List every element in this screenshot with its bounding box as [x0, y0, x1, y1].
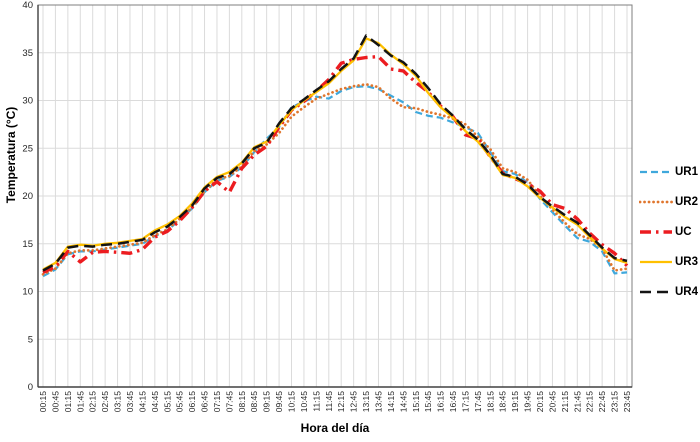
legend-label-ur3: UR3	[675, 256, 699, 268]
x-tick-label: 21:15	[560, 391, 570, 413]
x-tick-label: 22:45	[597, 391, 607, 413]
legend-label-ur4: UR4	[675, 286, 699, 298]
series-line-ur3	[42, 37, 628, 271]
x-tick-label: 11:45	[324, 391, 334, 412]
x-tick-label: 19:15	[510, 391, 520, 413]
x-tick-label: 23:45	[622, 391, 632, 413]
x-tick-label: 17:45	[473, 391, 483, 413]
x-tick-label: 07:15	[212, 391, 222, 413]
legend-item-ur4: UR4	[639, 277, 698, 307]
x-tick-label: 14:15	[386, 391, 396, 413]
x-tick-label: 00:45	[50, 391, 60, 413]
x-tick-label: 05:15	[162, 391, 172, 413]
y-tick-label: 25	[22, 143, 33, 154]
x-tick-label: 09:45	[274, 391, 284, 413]
x-tick-label: 01:15	[63, 391, 73, 413]
y-tick-label: 35	[22, 48, 33, 59]
legend: UR1 UR2 UC UR3 UR4	[639, 157, 698, 307]
legend-item-ur3: UR3	[639, 247, 698, 277]
x-tick-label: 20:15	[535, 391, 545, 413]
x-axis-title: Hora del día	[300, 421, 370, 435]
x-tick-label: 21:45	[572, 391, 582, 413]
series-line-ur2	[41, 82, 629, 276]
x-tick-label: 10:45	[299, 391, 309, 413]
y-axis-title: Temperatura (°C)	[4, 106, 18, 204]
x-tick-label: 03:45	[125, 391, 135, 413]
x-tick-label: 11:15	[311, 391, 321, 412]
x-tick-label: 22:15	[585, 391, 595, 413]
x-tick-label: 02:45	[100, 391, 110, 413]
series-line-ur4	[42, 34, 628, 272]
x-tick-label: 06:45	[200, 391, 210, 413]
legend-label-ur2: UR2	[675, 196, 699, 208]
y-tick-label: 5	[28, 334, 33, 345]
x-tick-label: 15:45	[423, 391, 433, 413]
x-tick-label: 23:15	[610, 391, 620, 413]
legend-swatch-ur2	[639, 200, 673, 204]
x-tick-label: 10:15	[287, 391, 297, 413]
x-tick-label: 06:15	[187, 391, 197, 413]
x-tick-label: 03:15	[113, 391, 123, 413]
series-line-ur1	[42, 85, 628, 278]
x-tick-label: 14:45	[398, 391, 408, 413]
x-tick-label: 15:15	[411, 391, 421, 413]
legend-item-ur2: UR2	[639, 187, 698, 217]
y-tick-label: 20	[22, 191, 33, 202]
x-tick-label: 16:45	[448, 391, 458, 413]
legend-swatch-uc	[640, 230, 672, 234]
y-tick-label: 40	[22, 0, 33, 11]
legend-label-ur1: UR1	[675, 166, 699, 178]
legend-swatch-ur1	[640, 170, 672, 174]
legend-swatch-ur3	[640, 260, 672, 264]
x-tick-label: 12:45	[349, 391, 359, 413]
x-tick-label: 18:15	[485, 391, 495, 413]
x-tick-label: 12:15	[336, 391, 346, 413]
y-tick-label: 15	[22, 239, 33, 250]
x-tick-label: 16:15	[436, 391, 446, 413]
x-tick-label: 05:45	[175, 391, 185, 413]
x-tick-label: 09:15	[262, 391, 272, 413]
x-tick-label: 13:45	[373, 391, 383, 413]
x-tick-label: 00:15	[38, 391, 48, 413]
legend-swatch-ur4	[640, 290, 672, 294]
x-tick-label: 19:45	[523, 391, 533, 413]
x-tick-label: 08:45	[249, 391, 259, 413]
legend-item-uc: UC	[639, 217, 698, 247]
x-tick-label: 01:45	[75, 391, 85, 413]
y-tick-label: 10	[22, 287, 33, 298]
x-tick-label: 02:15	[88, 391, 98, 413]
y-tick-label: 30	[22, 96, 33, 107]
x-tick-label: 13:15	[361, 391, 371, 413]
x-tick-label: 07:45	[224, 391, 234, 413]
x-tick-label: 20:45	[547, 391, 557, 413]
x-tick-label: 04:15	[137, 391, 147, 413]
legend-item-ur1: UR1	[639, 157, 698, 187]
x-tick-label: 18:45	[498, 391, 508, 413]
x-tick-label: 17:15	[460, 391, 470, 413]
y-tick-label: 0	[28, 382, 33, 393]
legend-label-uc: UC	[675, 226, 692, 238]
x-tick-label: 08:15	[237, 391, 247, 413]
x-tick-label: 04:45	[150, 391, 160, 413]
